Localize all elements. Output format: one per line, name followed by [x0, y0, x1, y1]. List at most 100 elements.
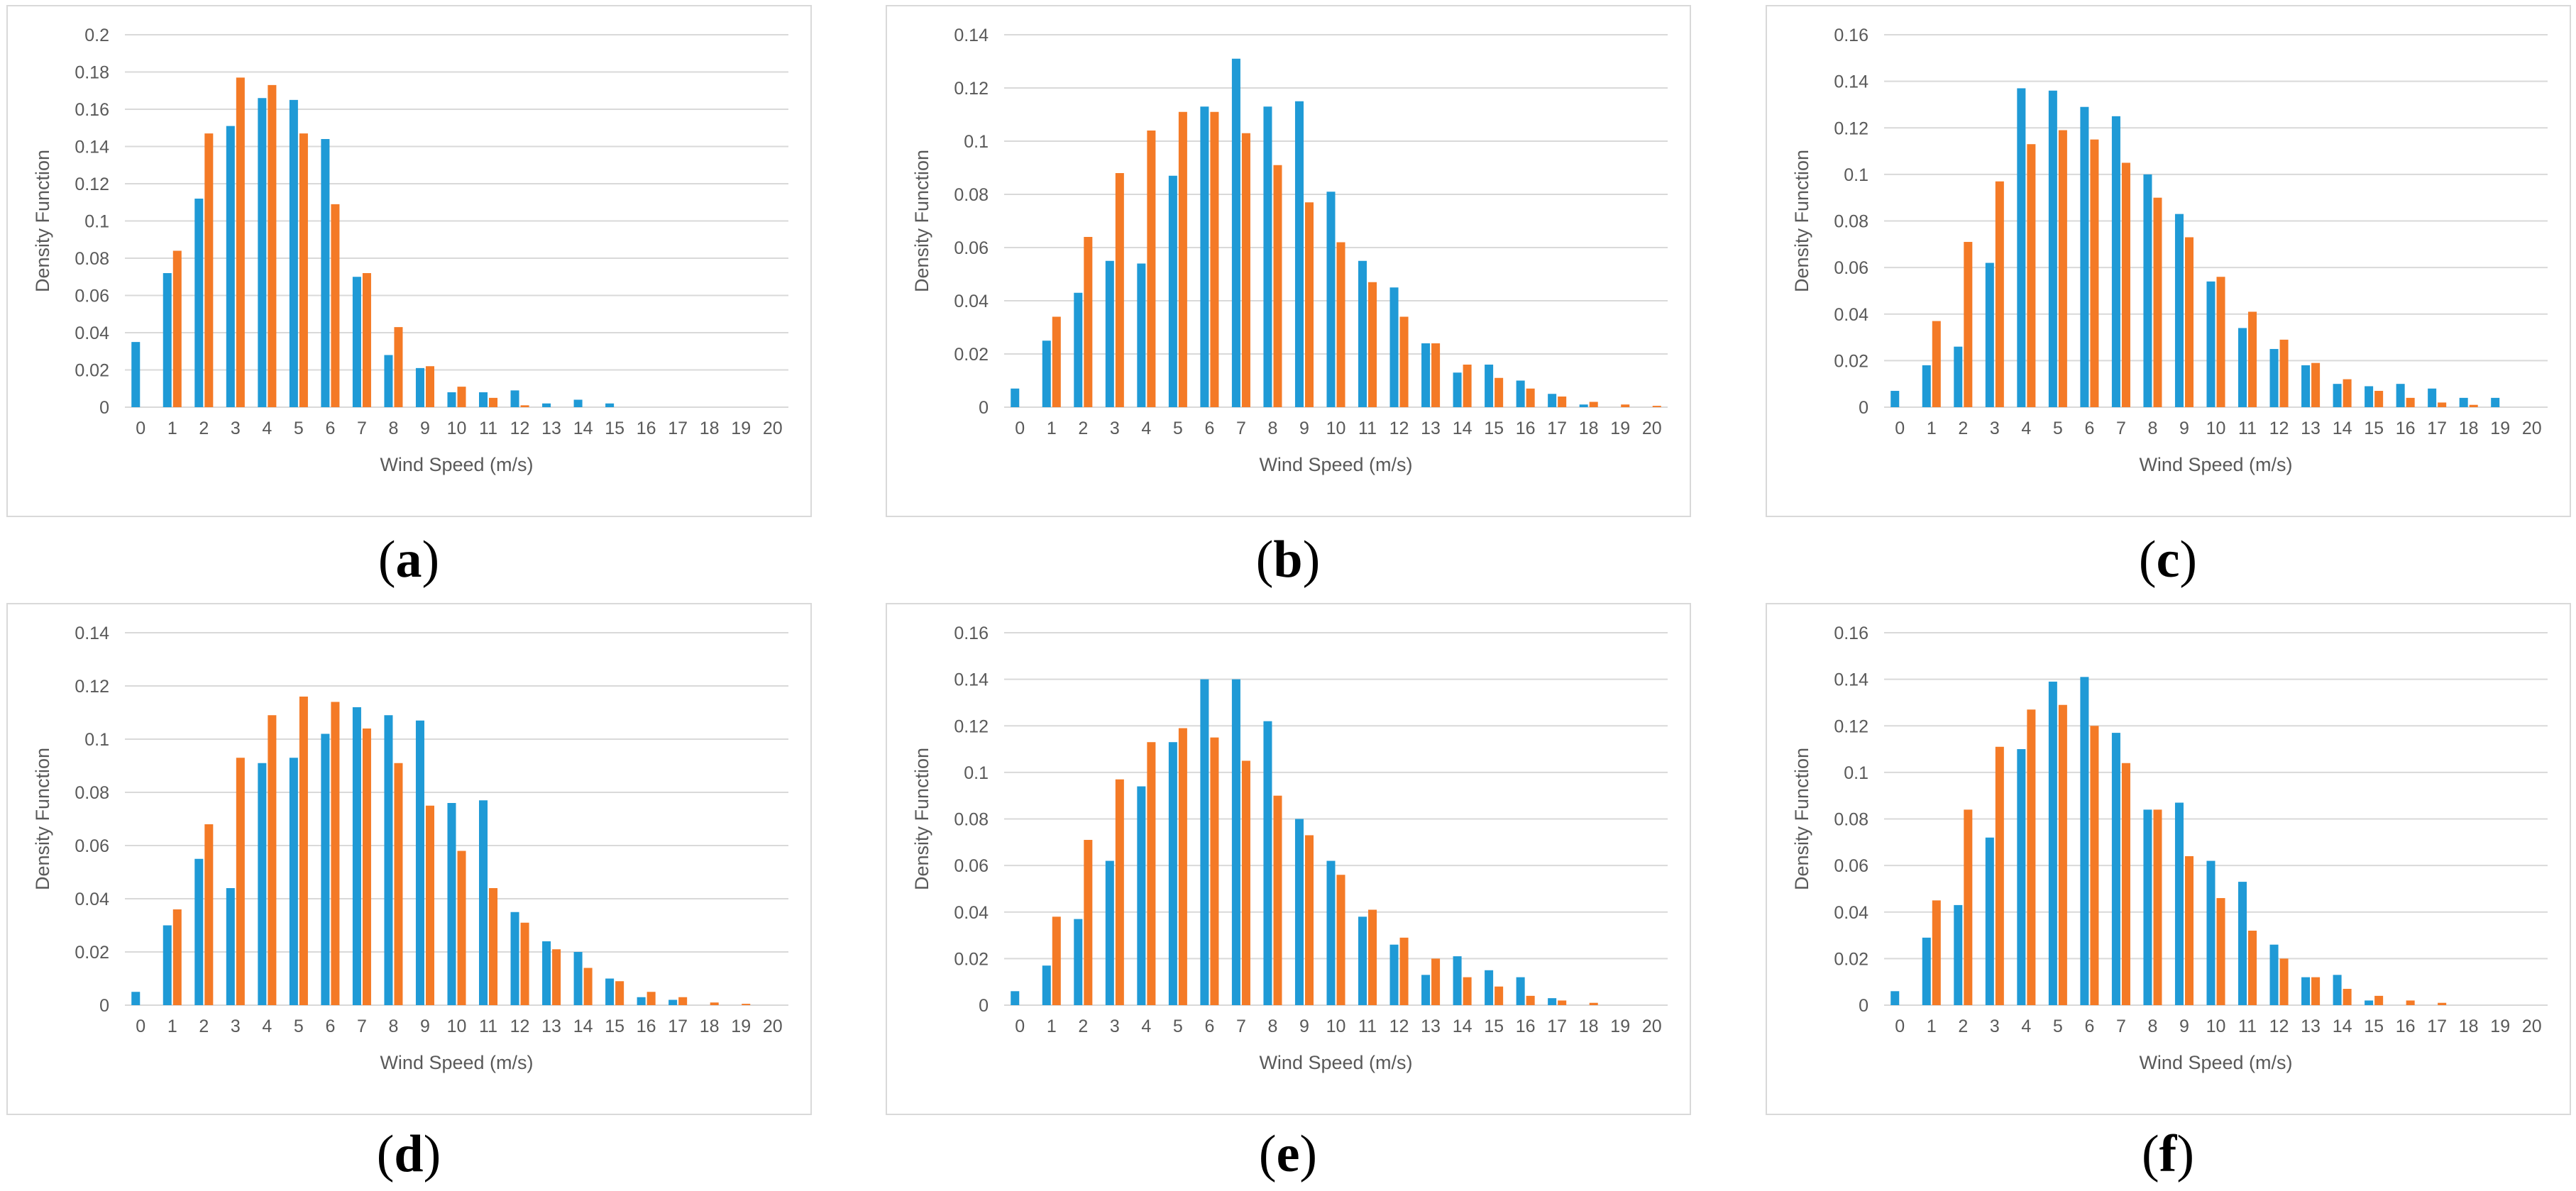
x-tick-label: 0	[1895, 419, 1905, 438]
x-tick-label: 2	[1078, 419, 1088, 438]
bar-series1-1	[1042, 340, 1051, 407]
bar-series2-8	[1273, 165, 1282, 407]
x-tick-label: 15	[2364, 419, 2384, 438]
bar-series1-10	[2206, 860, 2216, 1005]
x-tick-label: 19	[731, 1016, 751, 1036]
bar-series2-8	[1273, 795, 1282, 1005]
x-tick-label: 16	[1516, 419, 1536, 438]
x-tick-label: 3	[1990, 1016, 2000, 1036]
bar-series1-4	[258, 98, 267, 407]
y-tick-label: 0.08	[1834, 810, 1868, 830]
bar-series1-4	[258, 763, 267, 1005]
bar-series1-13	[542, 941, 551, 1005]
bar-series1-7	[1231, 679, 1240, 1005]
bar-series2-13	[552, 949, 561, 1005]
bar-series2-10	[457, 851, 466, 1005]
x-tick-label: 15	[1484, 1016, 1504, 1036]
y-tick-label: 0.06	[75, 836, 109, 856]
x-tick-label: 17	[2427, 419, 2447, 438]
bar-series2-3	[236, 77, 245, 407]
bar-series2-12	[520, 922, 529, 1005]
bar-series1-18	[2459, 397, 2468, 407]
bar-series1-5	[1168, 742, 1177, 1005]
bar-series2-18	[1589, 1002, 1598, 1005]
bar-series1-12	[2269, 944, 2279, 1005]
bar-series2-13	[2311, 977, 2321, 1005]
bar-series1-3	[226, 126, 235, 407]
y-axis-title: Density Function	[32, 748, 53, 890]
bar-series1-0	[1011, 388, 1020, 407]
x-tick-label: 3	[1990, 419, 2000, 438]
chart-panel-d: 0 0.02 0.04 0.06 0.08 0.1 0.12 0.14 0 1 2 3 4 5 6 7 8 9 10…	[6, 603, 812, 1115]
x-tick-label: 18	[700, 1016, 720, 1036]
y-tick-label: 0.02	[1834, 949, 1868, 969]
x-tick-label: 17	[2427, 1016, 2447, 1036]
x-tick-label: 3	[231, 419, 241, 438]
bar-series1-1	[163, 273, 172, 407]
bar-series1-13	[2301, 977, 2311, 1005]
chart-panel-f: 0 0.02 0.04 0.06 0.08 0.1 0.12 0.14 0.16 0 1 2 3 4 5 6 7…	[1766, 603, 2571, 1115]
x-tick-label: 2	[1958, 419, 1968, 438]
bar-series1-14	[2333, 975, 2342, 1005]
bar-series1-6	[1200, 106, 1209, 407]
x-tick-label: 3	[231, 1016, 241, 1036]
bar-series2-7	[2121, 162, 2130, 407]
x-tick-label: 9	[2179, 419, 2189, 438]
x-tick-label: 10	[1326, 1016, 1346, 1036]
bar-series2-5	[2058, 130, 2067, 407]
x-tick-label: 7	[2116, 419, 2126, 438]
bar-series1-1	[1922, 937, 1931, 1005]
x-tick-label: 5	[294, 1016, 304, 1036]
x-tick-label: 0	[1895, 1016, 1905, 1036]
y-tick-label: 0.02	[1834, 351, 1868, 371]
x-tick-label: 5	[1173, 1016, 1183, 1036]
x-tick-label: 13	[2301, 1016, 2321, 1036]
bar-series2-11	[2248, 931, 2257, 1005]
x-tick-label: 1	[1047, 1016, 1057, 1036]
bar-series2-2	[1084, 237, 1093, 407]
x-tick-label: 6	[325, 1016, 335, 1036]
bar-series1-17	[1548, 998, 1557, 1005]
y-tick-label: 0.16	[1834, 26, 1868, 45]
bar-series2-11	[489, 888, 498, 1005]
bar-series2-17	[678, 997, 688, 1005]
bar-series2-11	[2248, 311, 2257, 407]
bar-series2-12	[2279, 339, 2289, 407]
bar-series1-7	[1231, 58, 1240, 407]
bar-series2-9	[2184, 237, 2194, 407]
x-tick-label: 10	[1326, 419, 1346, 438]
bar-series1-7	[2111, 116, 2120, 407]
bar-series2-17	[2438, 1002, 2447, 1005]
bar-series1-4	[2017, 88, 2026, 407]
bar-series2-15	[2374, 391, 2384, 407]
y-tick-label: 0	[99, 398, 109, 418]
x-tick-label: 8	[388, 1016, 398, 1036]
bar-series1-15	[2365, 1000, 2374, 1005]
bar-series2-16	[1526, 388, 1535, 407]
x-axis-title: Wind Speed (m/s)	[380, 1052, 533, 1073]
y-tick-label: 0.12	[1834, 118, 1868, 138]
y-tick-label: 0.02	[954, 345, 989, 365]
y-tick-label: 0.02	[75, 943, 109, 963]
y-tick-label: 0.06	[75, 287, 109, 306]
x-tick-label: 11	[2238, 1016, 2257, 1036]
y-tick-label: 0.1	[1844, 165, 1868, 185]
bar-series1-7	[352, 707, 361, 1005]
y-tick-label: 0.08	[954, 810, 989, 830]
bar-series1-10	[2206, 281, 2216, 407]
x-tick-label: 11	[1358, 419, 1377, 438]
y-tick-label: 0.2	[84, 26, 109, 45]
bar-series2-12	[520, 405, 529, 407]
x-tick-label: 20	[1642, 1016, 1662, 1036]
bar-series2-16	[1526, 995, 1535, 1005]
bar-series2-6	[1210, 737, 1219, 1005]
x-tick-label: 14	[1453, 1016, 1473, 1036]
x-tick-label: 0	[1015, 1016, 1025, 1036]
bar-series1-2	[1954, 904, 1963, 1005]
y-axis-title: Density Function	[911, 150, 932, 292]
bar-series1-11	[2238, 328, 2247, 407]
x-tick-label: 18	[2459, 419, 2479, 438]
x-tick-label: 10	[447, 1016, 467, 1036]
bar-series2-5	[2058, 704, 2067, 1005]
y-tick-label: 0.1	[964, 763, 989, 783]
